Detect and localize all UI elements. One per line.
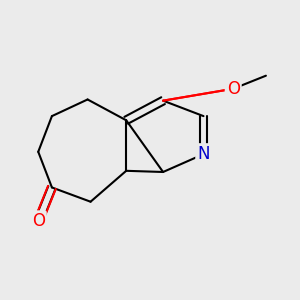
Text: O: O <box>32 212 45 230</box>
Text: O: O <box>227 80 240 98</box>
Text: N: N <box>197 145 210 163</box>
